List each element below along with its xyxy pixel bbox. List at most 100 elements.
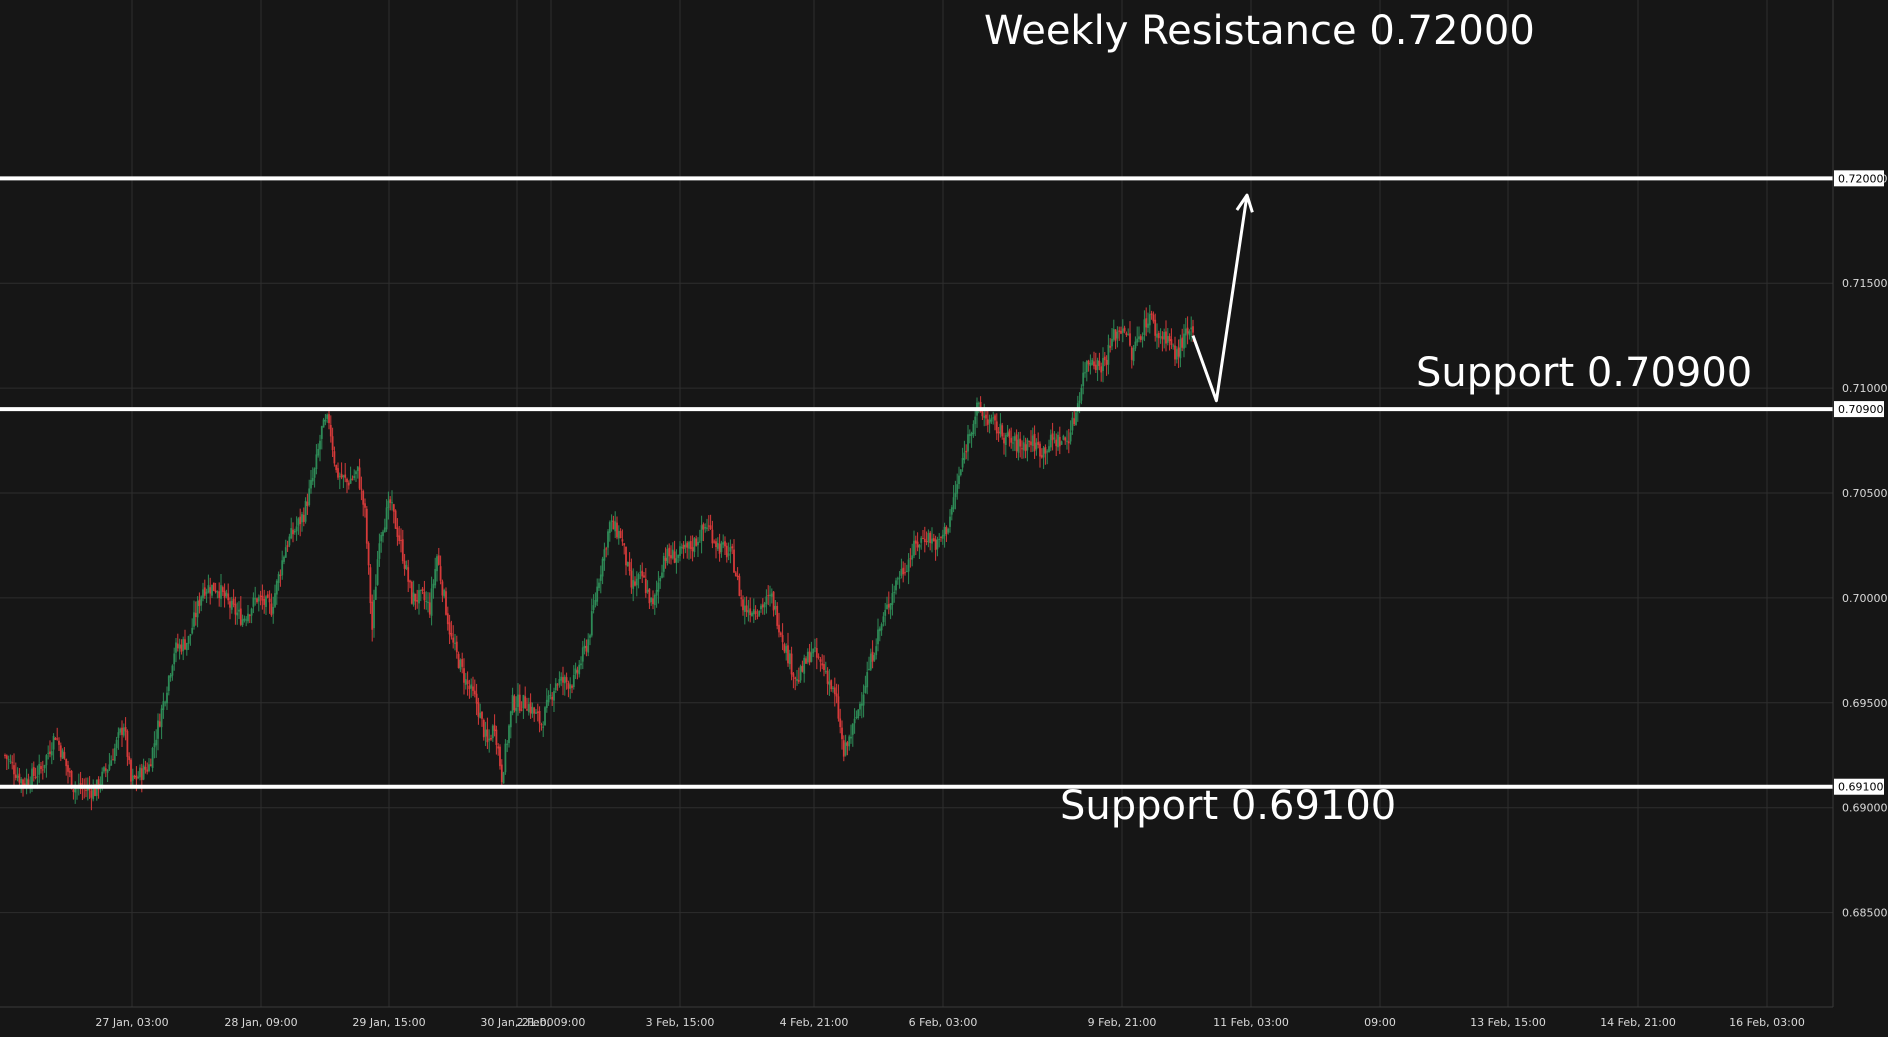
candle (641, 562, 644, 584)
candle (727, 542, 730, 561)
candle (27, 773, 30, 786)
candle-body (1044, 447, 1047, 454)
candle (1179, 334, 1182, 368)
candle (488, 729, 491, 753)
candle-body (434, 569, 437, 586)
candle-body (86, 786, 89, 791)
candle (882, 612, 885, 627)
candle (349, 466, 352, 484)
candle (131, 768, 134, 788)
candle (567, 680, 570, 698)
candle (1109, 338, 1112, 353)
candle-body (18, 773, 21, 783)
candle (167, 674, 170, 696)
candle (689, 535, 692, 559)
candle (952, 485, 955, 513)
candle-body (97, 779, 100, 790)
candle (1120, 326, 1122, 335)
candle-body (999, 423, 1002, 435)
candle-body (524, 696, 527, 709)
candle-body (216, 591, 219, 593)
projection-arrowhead (1235, 193, 1254, 213)
candle-body (68, 771, 71, 773)
candle (518, 684, 521, 714)
candle-body (477, 702, 480, 717)
candle-body (160, 708, 163, 728)
candle (9, 754, 12, 764)
y-tick-label: 0.71000 (1842, 382, 1888, 395)
candle (113, 743, 116, 764)
candle (311, 467, 314, 486)
candle-body (1046, 451, 1049, 453)
candle-body (1040, 455, 1043, 458)
candle (257, 594, 260, 612)
candle (40, 761, 42, 774)
candle (1071, 412, 1074, 435)
candle-body (338, 475, 341, 477)
candle-body (589, 635, 591, 638)
candle-body (720, 542, 723, 553)
candle (212, 582, 215, 592)
candle-body (365, 508, 368, 544)
candle (193, 600, 195, 630)
candle (202, 582, 204, 602)
candle (1132, 344, 1135, 366)
candle (693, 536, 696, 558)
candle-body (405, 565, 408, 570)
candle (868, 656, 870, 671)
candle (112, 748, 114, 761)
candle (1067, 428, 1070, 454)
candle-body (788, 653, 791, 665)
candle-body (722, 542, 725, 545)
candle (223, 583, 226, 608)
candle-body (698, 541, 701, 543)
candle (841, 720, 843, 750)
candle-body (115, 739, 118, 749)
candle-body (54, 737, 57, 740)
candle (929, 530, 932, 551)
candle (1125, 331, 1128, 337)
candle (950, 505, 953, 521)
candle-body (594, 599, 597, 605)
candle (545, 688, 548, 713)
price-axis[interactable]: 0.72000 0.71500 0.71000 0.70500 0.70000 0.695… (1834, 170, 1888, 920)
candle-body (711, 529, 714, 544)
candle (1055, 433, 1058, 457)
candle-body (598, 582, 600, 589)
candle (1127, 328, 1130, 336)
time-axis[interactable]: 27 Jan, 03:00 28 Jan, 09:00 29 Jan, 15:00 3… (95, 1016, 1804, 1029)
candle-body (556, 684, 559, 686)
candle (673, 540, 676, 564)
candle-body (32, 767, 35, 776)
candle-body (610, 520, 613, 522)
candle (520, 701, 523, 712)
candle (1170, 328, 1173, 350)
candle-body (736, 575, 739, 578)
candle (1085, 359, 1088, 382)
candle-body (230, 600, 233, 610)
candle (934, 535, 937, 561)
candle-body (770, 593, 773, 597)
candle (709, 514, 712, 531)
candle (295, 516, 298, 541)
candle (596, 578, 599, 606)
candle-body (263, 599, 266, 605)
candle-body (353, 475, 356, 479)
level-price-label: 0.70900 (1838, 403, 1884, 416)
candle (18, 768, 21, 786)
candle-body (934, 539, 937, 551)
candle-body (1166, 336, 1169, 343)
candle-body (688, 542, 690, 549)
candle (115, 736, 118, 757)
candle (322, 417, 325, 428)
candle-body (70, 770, 73, 789)
candle (718, 533, 721, 562)
candle-body (803, 657, 806, 674)
candle-body (274, 593, 276, 607)
candle (1130, 345, 1133, 369)
candle (342, 474, 345, 489)
candle-body (74, 788, 77, 793)
candle (211, 584, 213, 598)
candle-body (245, 619, 248, 621)
candle (7, 755, 10, 770)
